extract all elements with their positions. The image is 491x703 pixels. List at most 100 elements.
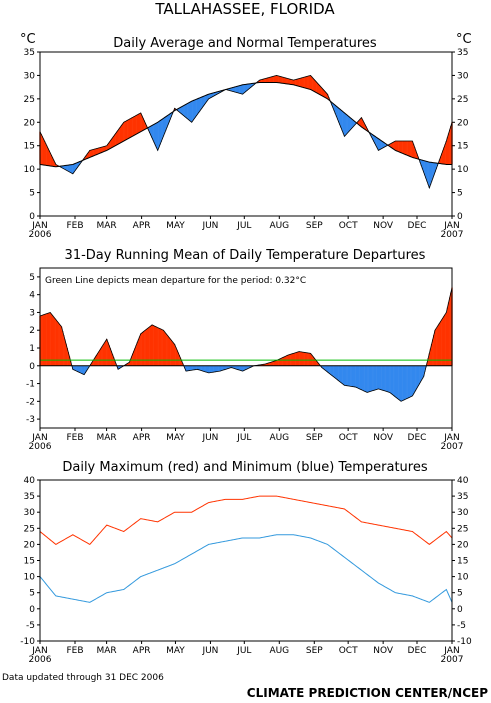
y-tick-label-right: 40: [457, 476, 469, 486]
y-tick-label: 25: [24, 524, 35, 534]
panel1-unit-left: °C: [20, 32, 36, 47]
x-tick-label: SEP: [306, 433, 323, 443]
y-tick-label-right: -10: [457, 637, 472, 647]
footer-note: Data updated through 31 DEC 2006: [2, 673, 164, 683]
x-tick-label: MAY: [166, 221, 185, 231]
y-tick-label: -2: [26, 397, 35, 407]
x-tick-label: JAN: [31, 433, 47, 443]
y-tick-label: -10: [20, 637, 35, 647]
x-start-year: 2006: [29, 655, 52, 665]
y-tick-label: 15: [24, 557, 35, 567]
y-tick-label-right: 35: [457, 492, 468, 502]
daily-average-line: [39, 74, 453, 190]
y-tick-label: 20: [24, 118, 36, 128]
y-tick-label-right: 15: [457, 557, 468, 567]
panel2-annotation: Green Line depicts mean departure for th…: [45, 276, 306, 286]
x-tick-label: FEB: [66, 433, 83, 443]
y-tick-label: 30: [24, 71, 36, 81]
x-tick-label: OCT: [339, 433, 358, 443]
plot-frame: [39, 479, 453, 642]
y-tick-label: 2: [29, 326, 35, 336]
x-tick-label: JUN: [201, 433, 218, 443]
y-tick-label: 0: [29, 362, 35, 372]
x-tick-label: DEC: [408, 221, 427, 231]
y-tick-label: 1: [29, 344, 35, 354]
y-tick-label: -1: [26, 380, 35, 390]
x-tick-label: JAN: [443, 646, 459, 656]
panel3-title: Daily Maximum (red) and Minimum (blue) T…: [62, 460, 427, 475]
max-min-panel: Daily Maximum (red) and Minimum (blue) T…: [20, 460, 472, 665]
x-tick-label: SEP: [306, 221, 323, 231]
x-tick-label: JUN: [201, 646, 218, 656]
y-tick-label-right: 10: [457, 165, 469, 175]
y-tick-label-right: 25: [457, 524, 468, 534]
x-end-year: 2007: [441, 655, 464, 665]
y-tick-label: 0: [29, 605, 35, 615]
credit-label: CLIMATE PREDICTION CENTER/NCEP: [247, 686, 488, 700]
min-temperature-line: [39, 534, 453, 603]
running-mean-line: [39, 287, 453, 402]
panel2-axes: -3 -2 -1 0 1 2 3 4 5 JAN FEB MAR APR MAY JUN JUL AUG SEP O…: [26, 267, 463, 452]
y-tick-label: 35: [24, 492, 35, 502]
x-tick-label: JUN: [201, 221, 218, 231]
running-mean-panel: 31-Day Running Mean of Daily Temperature…: [26, 248, 463, 452]
x-tick-label: FEB: [66, 646, 83, 656]
station-title: TALLAHASSEE, FLORIDA: [154, 0, 335, 18]
y-tick-label: 5: [29, 189, 35, 199]
y-tick-label-right: 5: [457, 189, 463, 199]
panel1-departure-fill: [39, 75, 453, 188]
panel1-title: Daily Average and Normal Temperatures: [113, 36, 377, 51]
y-tick-label-right: 0: [457, 212, 463, 222]
y-tick-label: -3: [26, 415, 35, 425]
average-normal-panel: Daily Average and Normal Temperatures °C…: [20, 32, 472, 240]
x-tick-label: JUL: [236, 646, 251, 656]
x-tick-label: DEC: [408, 646, 427, 656]
y-tick-label: 40: [24, 476, 36, 486]
y-tick-label-right: 10: [457, 573, 469, 583]
y-tick-label: 15: [24, 142, 35, 152]
x-start-year: 2006: [29, 442, 52, 452]
panel1-lines: [39, 74, 453, 190]
panel2-title: 31-Day Running Mean of Daily Temperature…: [65, 248, 426, 263]
y-tick-label-right: 25: [457, 95, 468, 105]
y-tick-label-right: 20: [457, 118, 469, 128]
y-tick-label: -5: [26, 621, 35, 631]
x-tick-label: APR: [133, 433, 151, 443]
y-tick-label: 30: [24, 508, 36, 518]
y-tick-label: 3: [29, 308, 35, 318]
y-tick-label: 20: [24, 540, 36, 550]
plot-frame: [39, 51, 453, 217]
x-tick-label: JUL: [236, 221, 251, 231]
y-tick-label-right: 30: [457, 508, 469, 518]
x-tick-label: MAR: [97, 646, 117, 656]
x-tick-label: APR: [133, 646, 151, 656]
x-tick-label: NOV: [373, 433, 394, 443]
x-tick-label: NOV: [373, 646, 394, 656]
x-tick-label: JAN: [443, 221, 459, 231]
panel1-axes: 0 0 5 5 10 10 15 15 20 20 25 25 30 30 35 35 JAN FEB MAR APR…: [24, 48, 469, 240]
x-tick-label: FEB: [66, 221, 83, 231]
y-tick-label-right: 0: [457, 605, 463, 615]
y-tick-label: 25: [24, 95, 35, 105]
x-start-year: 2006: [29, 230, 52, 240]
x-end-year: 2007: [441, 230, 464, 240]
x-tick-label: NOV: [373, 221, 394, 231]
x-tick-label: JAN: [31, 221, 47, 231]
x-tick-label: AUG: [269, 646, 289, 656]
y-tick-label: 5: [29, 589, 35, 599]
y-tick-label: 5: [29, 273, 35, 283]
y-tick-label-right: 30: [457, 71, 469, 81]
panel2-lines: [39, 287, 453, 402]
x-tick-label: OCT: [339, 221, 358, 231]
y-tick-label: 0: [29, 212, 35, 222]
x-tick-label: MAY: [166, 433, 185, 443]
x-tick-label: DEC: [408, 433, 427, 443]
panel3-lines: [39, 495, 453, 603]
max-temperature-line: [39, 495, 453, 546]
panel3-axes: -10 -10 -5 -5 0 0 5 5 10 10 15 15 20 20 25 25 30 30 35 35 40…: [20, 476, 472, 665]
panel1-unit-right: °C: [456, 32, 472, 47]
panel2-departure-fill: [39, 287, 453, 402]
x-tick-label: APR: [133, 221, 151, 231]
y-tick-label-right: -5: [457, 621, 466, 631]
x-tick-label: JAN: [443, 433, 459, 443]
